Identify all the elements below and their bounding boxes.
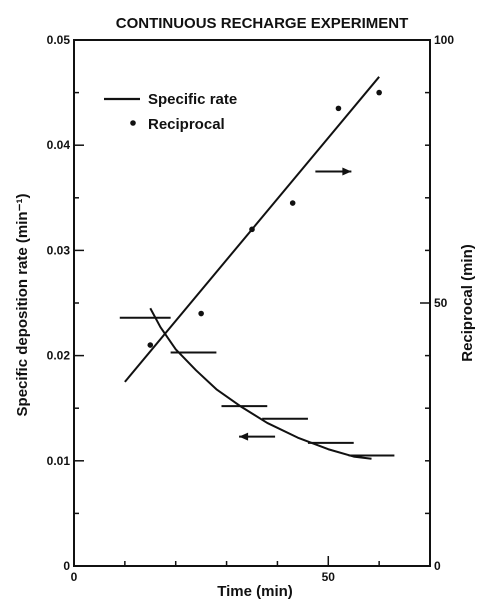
series-layer bbox=[119, 76, 395, 460]
reciprocal-fit-line bbox=[124, 76, 380, 383]
legend-label-reciprocal: Reciprocal bbox=[148, 116, 225, 133]
y-right-tick-label: 50 bbox=[434, 296, 448, 310]
annotations bbox=[239, 167, 352, 441]
x-ticks: 0 50 bbox=[71, 556, 380, 584]
y-left-ticks: 0 0.01 0.02 0.03 0.04 0.05 bbox=[47, 33, 84, 573]
x-tick-label: 0 bbox=[71, 570, 78, 584]
y-right-tick-label: 0 bbox=[434, 559, 441, 573]
reciprocal-point bbox=[289, 200, 296, 206]
legend-point-swatch bbox=[130, 120, 136, 126]
x-axis-label: Time (min) bbox=[217, 583, 293, 600]
reciprocal-point bbox=[335, 105, 342, 112]
legend: Specific rate Reciprocal bbox=[104, 91, 237, 133]
y-right-tick-label: 100 bbox=[434, 33, 454, 47]
x-tick-label: 50 bbox=[322, 570, 336, 584]
reciprocal-point bbox=[147, 342, 154, 348]
reciprocal-point bbox=[198, 310, 204, 317]
right-axis-arrow bbox=[315, 167, 352, 176]
y-left-tick-label: 0.05 bbox=[47, 33, 71, 47]
y-left-tick-label: 0 bbox=[63, 559, 70, 573]
y-right-axis-label: Reciprocal (min) bbox=[459, 244, 476, 362]
legend-label-specific-rate: Specific rate bbox=[148, 91, 237, 108]
plot-frame bbox=[73, 39, 431, 567]
y-right-ticks: 0 50 100 bbox=[420, 33, 454, 573]
arrow-head bbox=[342, 167, 352, 176]
arrow-head bbox=[239, 432, 249, 441]
reciprocal-point bbox=[376, 89, 382, 96]
specific-rate-curve bbox=[149, 307, 372, 460]
y-left-axis-label: Specific deposition rate (min⁻¹) bbox=[14, 194, 31, 417]
y-left-tick-label: 0.04 bbox=[47, 138, 71, 152]
y-left-tick-label: 0.02 bbox=[47, 349, 71, 363]
y-left-tick-label: 0.03 bbox=[47, 243, 71, 257]
chart-title: CONTINUOUS RECHARGE EXPERIMENT bbox=[116, 15, 409, 32]
y-left-tick-label: 0.01 bbox=[47, 454, 71, 468]
left-axis-arrow bbox=[239, 432, 276, 441]
